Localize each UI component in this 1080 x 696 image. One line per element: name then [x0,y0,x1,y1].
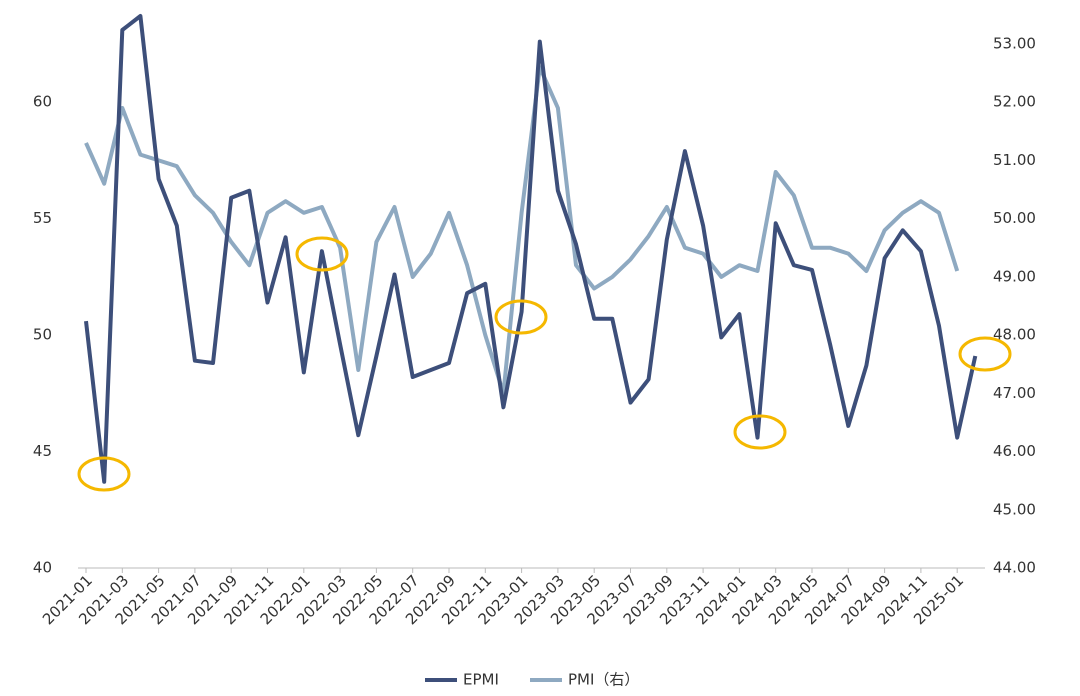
y2-tick-label: 53.00 [993,34,1036,52]
highlight [733,414,787,450]
y2-tick-label: 47.00 [993,384,1036,402]
y2-tick-label: 44.00 [993,559,1036,577]
y-tick-label: 50 [33,326,52,344]
series-line [84,65,960,396]
legend-label: PMI（右） [568,671,639,689]
highlight [494,299,548,335]
y-tick-label: 45 [33,442,52,460]
highlight [77,456,131,492]
y2-tick-label: 46.00 [993,442,1036,460]
y-tick-label: 60 [33,93,52,111]
y2-tick-label: 52.00 [993,93,1036,111]
y2-tick-label: 49.00 [993,267,1036,285]
y2-tick-label: 48.00 [993,326,1036,344]
legend-label: EPMI [463,671,499,689]
y-tick-label: 40 [33,559,52,577]
plot: 40 45 50 55 60 44.00 45.00 46.00 47.00 48.00 49.00… [33,14,1036,689]
y2-tick-label: 51.00 [993,151,1036,169]
highlight [958,336,1012,372]
y-tick-label: 55 [33,209,52,227]
y2-tick-label: 50.00 [993,209,1036,227]
series-line [84,14,978,484]
highlight [295,236,349,272]
highlight-circles [77,236,1012,492]
y2-tick-label: 45.00 [993,500,1036,518]
